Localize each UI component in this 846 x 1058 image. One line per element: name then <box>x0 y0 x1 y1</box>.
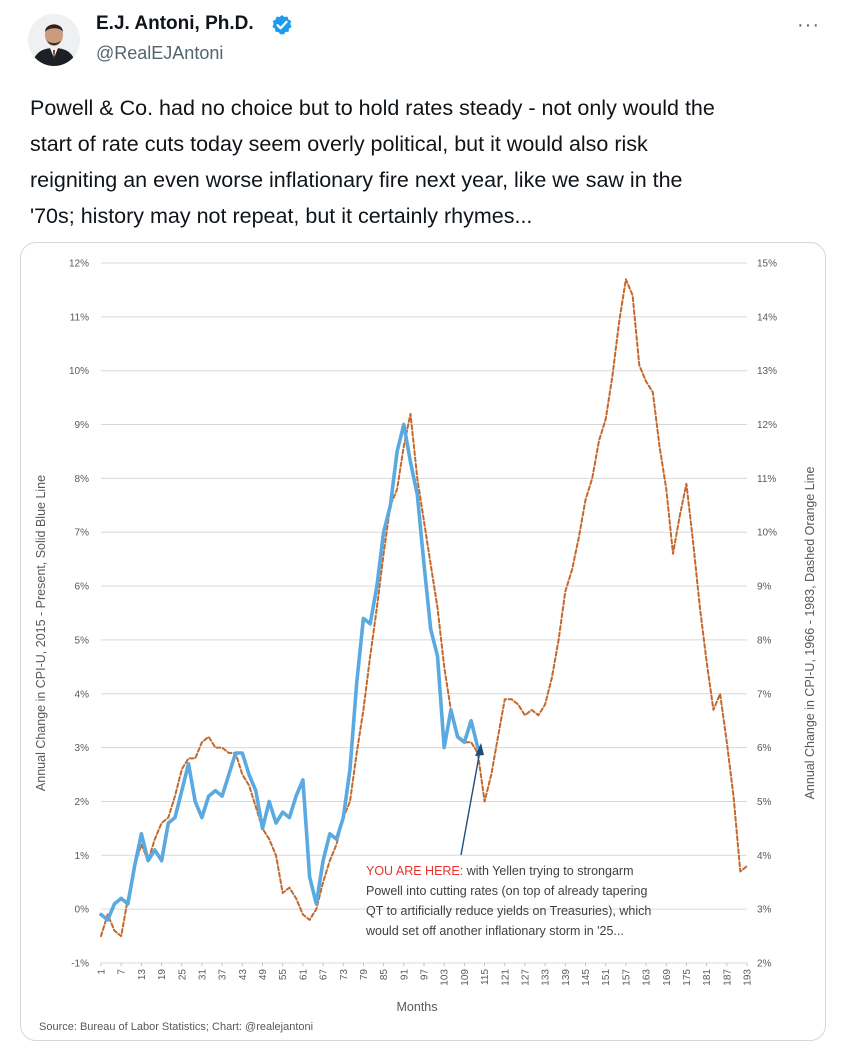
x-axis-title: Months <box>397 1000 438 1014</box>
annotation-line: Powell into cutting rates (on top of alr… <box>366 884 647 898</box>
x-tick-label: 175 <box>682 969 693 986</box>
annotation-line: would set off another inflationary storm… <box>365 924 624 938</box>
y-left-tick-label: 1% <box>75 851 90 862</box>
x-tick-label: 7 <box>117 969 128 975</box>
x-tick-label: 91 <box>399 969 410 981</box>
svg-text:YOU ARE HERE: with Yellen tryi: YOU ARE HERE: with Yellen trying to stro… <box>366 864 633 878</box>
verified-badge-icon <box>272 15 292 35</box>
x-tick-label: 49 <box>258 969 269 981</box>
annotation: YOU ARE HERE: with Yellen trying to stro… <box>365 743 651 938</box>
y-right-tick-label: 9% <box>757 582 772 593</box>
more-options-icon[interactable]: ··· <box>797 14 820 36</box>
y-right-tick-label: 2% <box>757 959 772 970</box>
author-handle[interactable]: @RealEJAntoni <box>96 43 224 63</box>
tweet-text: Powell & Co. had no choice but to hold r… <box>30 90 820 234</box>
y-right-tick-label: 13% <box>757 366 777 377</box>
x-tick-label: 115 <box>480 969 491 985</box>
x-tick-label: 13 <box>137 969 148 981</box>
y-right-tick-label: 12% <box>757 420 777 431</box>
series-line-orange <box>100 278 748 938</box>
y-left-tick-label: 3% <box>75 743 90 754</box>
y-axis-left-title: Annual Change in CPI-U, 2015 - Present, … <box>34 475 48 791</box>
y-axis-right-title: Annual Change in CPI-U, 1966 - 1983, Das… <box>803 467 817 800</box>
y-right-tick-label: 10% <box>757 528 777 539</box>
annotation-line: QT to artificially reduce yields on Trea… <box>366 904 651 918</box>
y-right-tick-label: 7% <box>757 689 772 700</box>
y-left-tick-label: 5% <box>75 635 90 646</box>
x-tick-label: 109 <box>460 969 471 986</box>
y-right-tick-label: 14% <box>757 312 777 323</box>
x-tick-label: 133 <box>541 969 552 986</box>
y-right-tick-label: 15% <box>757 259 777 270</box>
x-tick-label: 1 <box>97 969 108 975</box>
x-tick-label: 193 <box>743 969 754 986</box>
x-tick-label: 55 <box>278 969 289 981</box>
y-right-tick-label: 8% <box>757 635 772 646</box>
tweet-text-line: start of rate cuts today seem overly pol… <box>30 132 648 156</box>
y-left-tick-label: 10% <box>69 366 89 377</box>
avatar-portrait-icon <box>28 14 80 66</box>
y-right-tick-label: 3% <box>757 905 772 916</box>
y-left-tick-label: 11% <box>70 312 89 323</box>
y-left-tick-label: -1% <box>71 959 89 970</box>
annotation-arrow <box>460 744 482 856</box>
series-line-blue <box>99 422 480 922</box>
x-tick-label: 187 <box>722 969 733 986</box>
x-tick-label: 67 <box>319 969 330 981</box>
x-tick-label: 79 <box>359 969 370 981</box>
y-left-tick-label: 12% <box>69 259 89 270</box>
x-tick-label: 151 <box>601 969 612 986</box>
annotation-line: with Yellen trying to strongarm <box>463 864 633 878</box>
y-left-tick-label: 7% <box>75 528 90 539</box>
x-tick-label: 157 <box>621 969 632 986</box>
x-tick-label: 19 <box>157 969 168 981</box>
x-tick-label: 103 <box>440 969 451 986</box>
tweet-text-line: reigniting an even worse inflationary fi… <box>30 168 683 192</box>
x-tick-label: 97 <box>420 969 431 981</box>
y-left-tick-label: 6% <box>75 582 90 593</box>
x-tick-label: 25 <box>177 969 188 981</box>
y-left-tick-label: 0% <box>75 905 90 916</box>
x-tick-label: 163 <box>642 969 653 986</box>
x-tick-label: 181 <box>702 969 713 986</box>
y-left-tick-label: 4% <box>75 689 90 700</box>
avatar[interactable] <box>28 14 80 66</box>
y-right-tick-label: 5% <box>757 797 772 808</box>
y-right-tick-label: 11% <box>757 474 776 485</box>
x-tick-label: 61 <box>298 969 309 981</box>
annotation-highlight: YOU ARE HERE: <box>366 864 463 878</box>
x-tick-label: 31 <box>197 969 208 981</box>
x-tick-label: 169 <box>662 969 673 986</box>
cpi-chart: -1% 0% 1% 2% 3% 4% 5% 6% 7% 8% 9% 10% 11% 12% 2% 3% 4% 5%… <box>34 259 817 1034</box>
y-right-tick-label: 4% <box>757 851 772 862</box>
x-tick-label: 85 <box>379 969 390 981</box>
chart-source: Source: Bureau of Labor Statistics; Char… <box>39 1021 313 1033</box>
x-tick-label: 37 <box>218 969 229 981</box>
x-tick-label: 139 <box>561 969 572 986</box>
x-tick-label: 127 <box>520 969 531 986</box>
tweet-text-line: Powell & Co. had no choice but to hold r… <box>30 96 715 120</box>
y-left-tick-label: 2% <box>75 797 90 808</box>
y-right-tick-label: 6% <box>757 743 772 754</box>
author-name[interactable]: E.J. Antoni, Ph.D. <box>96 13 254 34</box>
x-tick-label: 73 <box>339 969 350 981</box>
x-tick-label: 145 <box>581 969 592 986</box>
x-tick-label: 121 <box>500 969 511 986</box>
x-tick-label: 43 <box>238 969 249 981</box>
y-left-tick-label: 8% <box>75 474 90 485</box>
annotation-arrowhead <box>475 743 484 756</box>
y-left-tick-label: 9% <box>75 420 90 431</box>
tweet-text-line: '70s; history may not repeat, but it cer… <box>30 204 533 228</box>
media-card[interactable]: -1% 0% 1% 2% 3% 4% 5% 6% 7% 8% 9% 10% 11% 12% 2% 3% 4% 5%… <box>20 242 826 1041</box>
